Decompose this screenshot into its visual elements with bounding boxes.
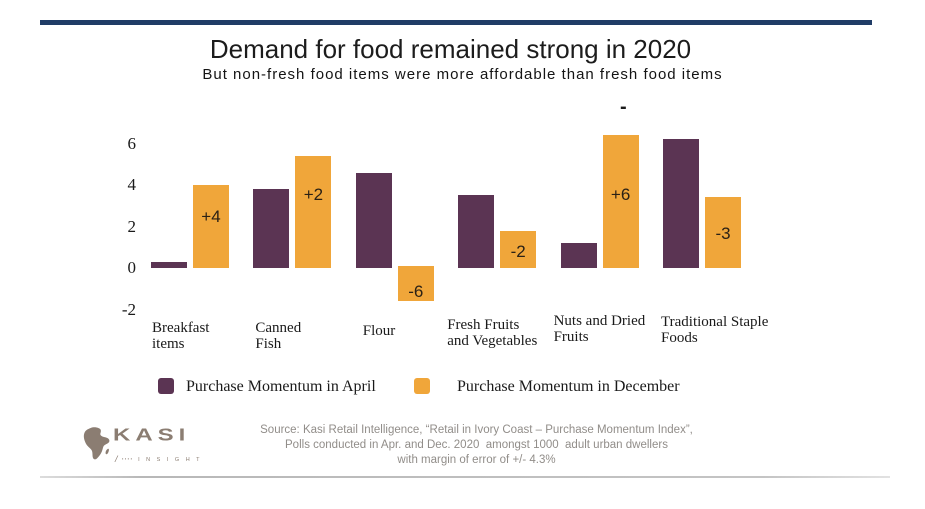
page-title: Demand for food remained strong in 2020 [209, 34, 692, 64]
y-axis-tick: 0 [127, 258, 137, 277]
kasi-logo: KASI / ▪▪▪▪ I N S I G H T [80, 424, 220, 474]
y-axis-tick: 6 [127, 133, 137, 153]
legend-swatch-december [414, 378, 430, 394]
category-label: Canned Fish [255, 320, 302, 352]
category-label: Fresh Fruits and Vegetables [447, 317, 538, 349]
top-accent-bar [40, 20, 872, 25]
category-label: Nuts and Dried Fruits [553, 313, 646, 345]
logo-wordmark: KASI [113, 425, 191, 445]
bar-value-label: +6 [610, 184, 631, 204]
bar-december-1: +2 [295, 155, 332, 268]
legend-label-december: Purchase Momentum in December [457, 378, 680, 395]
bar-december-0: +4 [193, 185, 229, 268]
page-subtitle: But non-fresh food items were more affor… [202, 66, 723, 83]
source-text: Source: Kasi Retail Intelligence, “Retai… [14, 423, 925, 468]
bar-april-4 [560, 243, 597, 268]
bar-april-5 [663, 139, 699, 268]
africa-icon [83, 427, 110, 460]
source-line-1: Source: Kasi Retail Intelligence, “Retai… [260, 424, 693, 436]
legend-swatch-april [158, 378, 174, 394]
source-line-3: with margin of error of +/- 4.3% [397, 454, 556, 466]
bar-december-2: -6 [397, 265, 434, 302]
bar-april-0 [151, 261, 187, 268]
category-label: Flour [362, 323, 396, 339]
bar-december-3: -2 [500, 230, 537, 268]
bar-december-4: +6 [602, 135, 639, 268]
logo-dots: ▪▪▪▪ [121, 456, 134, 461]
bar-value-label: -3 [715, 223, 731, 243]
bar-april-2 [355, 172, 392, 268]
source-line-2: Polls conducted in Apr. and Dec. 2020 am… [285, 439, 668, 451]
category-label: Traditional Staple Foods [661, 314, 769, 346]
bar-april-3 [458, 195, 495, 268]
bar-april-1 [253, 189, 290, 268]
y-axis-tick: 4 [127, 175, 137, 194]
category-label: Breakfast items [152, 320, 210, 352]
bar-december-5: -3 [705, 197, 741, 268]
stray-dash-annotation: - [620, 96, 627, 118]
y-axis-tick: 2 [127, 216, 137, 236]
logo-tagline: I N S I G H T [138, 457, 202, 463]
bottom-divider [40, 476, 890, 478]
logo-slash: / [115, 454, 118, 464]
logo-tagline-row: / ▪▪▪▪ I N S I G H T [115, 449, 202, 467]
legend-label-april: Purchase Momentum in April [186, 378, 376, 395]
y-axis-tick: -2 [121, 299, 136, 319]
bar-value-label: -6 [408, 281, 424, 301]
bar-value-label: +4 [201, 206, 221, 226]
bar-value-label: +2 [303, 184, 324, 204]
bar-value-label: -2 [510, 242, 526, 262]
